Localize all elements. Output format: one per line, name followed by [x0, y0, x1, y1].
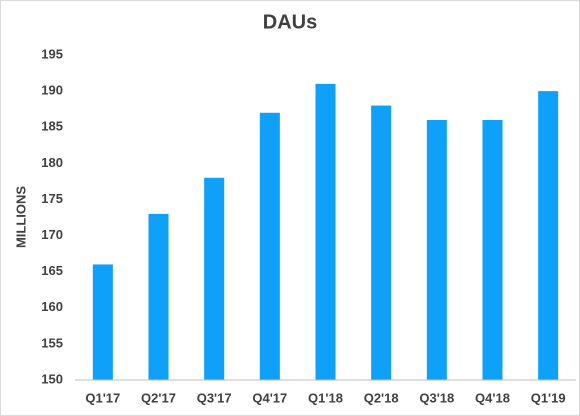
y-tick-label: 175 [41, 191, 63, 206]
y-tick-label: 190 [41, 83, 63, 98]
x-tick-label: Q1'17 [85, 390, 120, 405]
x-tick-label: Q4'17 [252, 390, 287, 405]
bar [538, 91, 559, 380]
y-tick-label: 185 [41, 119, 63, 134]
y-tick-label: 170 [41, 227, 63, 242]
bar [426, 120, 447, 380]
x-tick-label: Q4'18 [475, 390, 510, 405]
bar [148, 213, 169, 380]
x-tick-label: Q1'18 [308, 390, 343, 405]
y-axis-label: MILLIONS [13, 186, 28, 248]
x-tick-label: Q3'18 [419, 390, 454, 405]
bar [259, 112, 280, 381]
y-tick-label: 160 [41, 299, 63, 314]
y-tick-label: 165 [41, 263, 63, 278]
y-tick-label: 150 [41, 371, 63, 386]
y-tick-label: 195 [41, 46, 63, 61]
bar [204, 177, 225, 380]
bar [482, 120, 503, 380]
bar [92, 264, 113, 380]
x-tick-label: Q2'18 [364, 390, 399, 405]
x-tick-label: Q1'19 [531, 390, 566, 405]
y-tick-label: 180 [41, 155, 63, 170]
bar [371, 105, 392, 381]
x-tick-label: Q3'17 [197, 390, 232, 405]
bar [315, 83, 336, 380]
x-tick-label: Q2'17 [141, 390, 176, 405]
y-tick-label: 155 [41, 335, 63, 350]
chart-title: DAUs [263, 11, 317, 33]
